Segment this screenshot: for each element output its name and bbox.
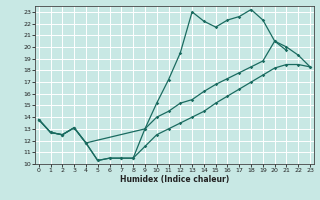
X-axis label: Humidex (Indice chaleur): Humidex (Indice chaleur) [120,175,229,184]
